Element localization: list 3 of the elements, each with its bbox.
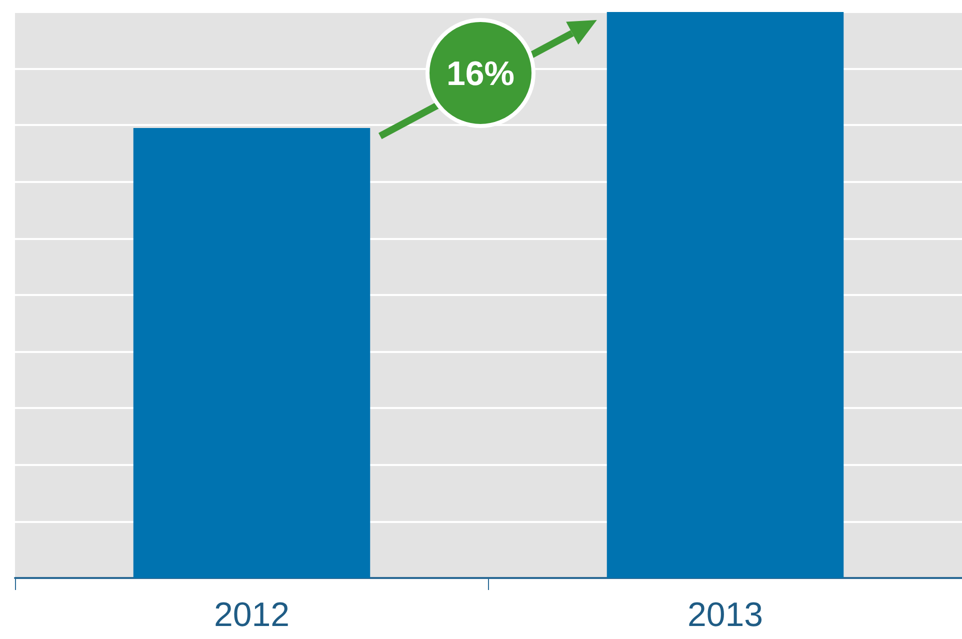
annotation: 16% (446, 55, 515, 94)
x-tick-label: 2013 (687, 596, 764, 634)
x-tick-label: 2012 (214, 596, 290, 634)
